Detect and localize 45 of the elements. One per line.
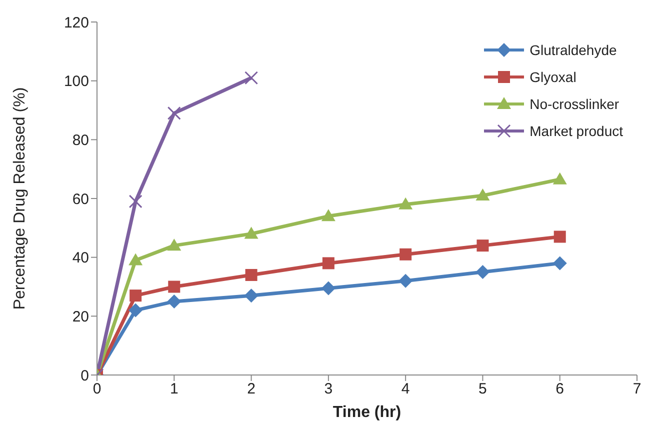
point — [554, 230, 566, 243]
y-tick-label: 120 — [64, 14, 89, 32]
x-tick-label: 3 — [324, 380, 333, 398]
y-tick-label: 40 — [72, 250, 89, 267]
point — [128, 253, 143, 266]
point — [552, 172, 567, 184]
point — [244, 71, 258, 85]
point — [168, 280, 180, 293]
point — [400, 248, 412, 260]
x-tick-label: 7 — [632, 380, 642, 398]
point — [167, 106, 181, 120]
point — [128, 303, 143, 318]
point — [322, 257, 334, 270]
point — [321, 281, 336, 296]
point — [476, 188, 490, 201]
y-tick-label: 100 — [64, 73, 89, 90]
point — [552, 256, 567, 270]
point — [398, 274, 413, 288]
y-axis-title: Percentage Drug Released (%) — [12, 87, 29, 310]
point — [476, 240, 489, 252]
y-tick-label: 80 — [72, 132, 89, 149]
point — [476, 265, 490, 280]
point — [128, 194, 142, 208]
legend-label: Market product — [530, 122, 623, 138]
legend-label: No-crosslinker — [530, 96, 620, 112]
point — [244, 288, 258, 303]
point — [245, 268, 258, 281]
y-tick-label: 0 — [80, 367, 89, 384]
x-tick-label: 2 — [247, 380, 256, 398]
point — [398, 197, 413, 210]
legend-label: Glyoxal — [530, 68, 576, 84]
x-tick-label: 5 — [478, 380, 487, 398]
y-tick-label: 20 — [72, 308, 89, 326]
legend-label: Glutraldehyde — [530, 42, 617, 58]
x-tick-label: 1 — [170, 380, 178, 398]
x-axis-title: Time (hr) — [332, 404, 402, 421]
point — [321, 209, 336, 222]
x-tick-label: 6 — [556, 380, 564, 398]
x-tick-label: 4 — [401, 380, 410, 398]
point — [244, 226, 258, 239]
y-tick-label: 60 — [72, 190, 89, 208]
point — [130, 290, 142, 302]
point — [167, 294, 182, 308]
point — [167, 238, 182, 251]
x-tick-label: 0 — [92, 380, 102, 398]
